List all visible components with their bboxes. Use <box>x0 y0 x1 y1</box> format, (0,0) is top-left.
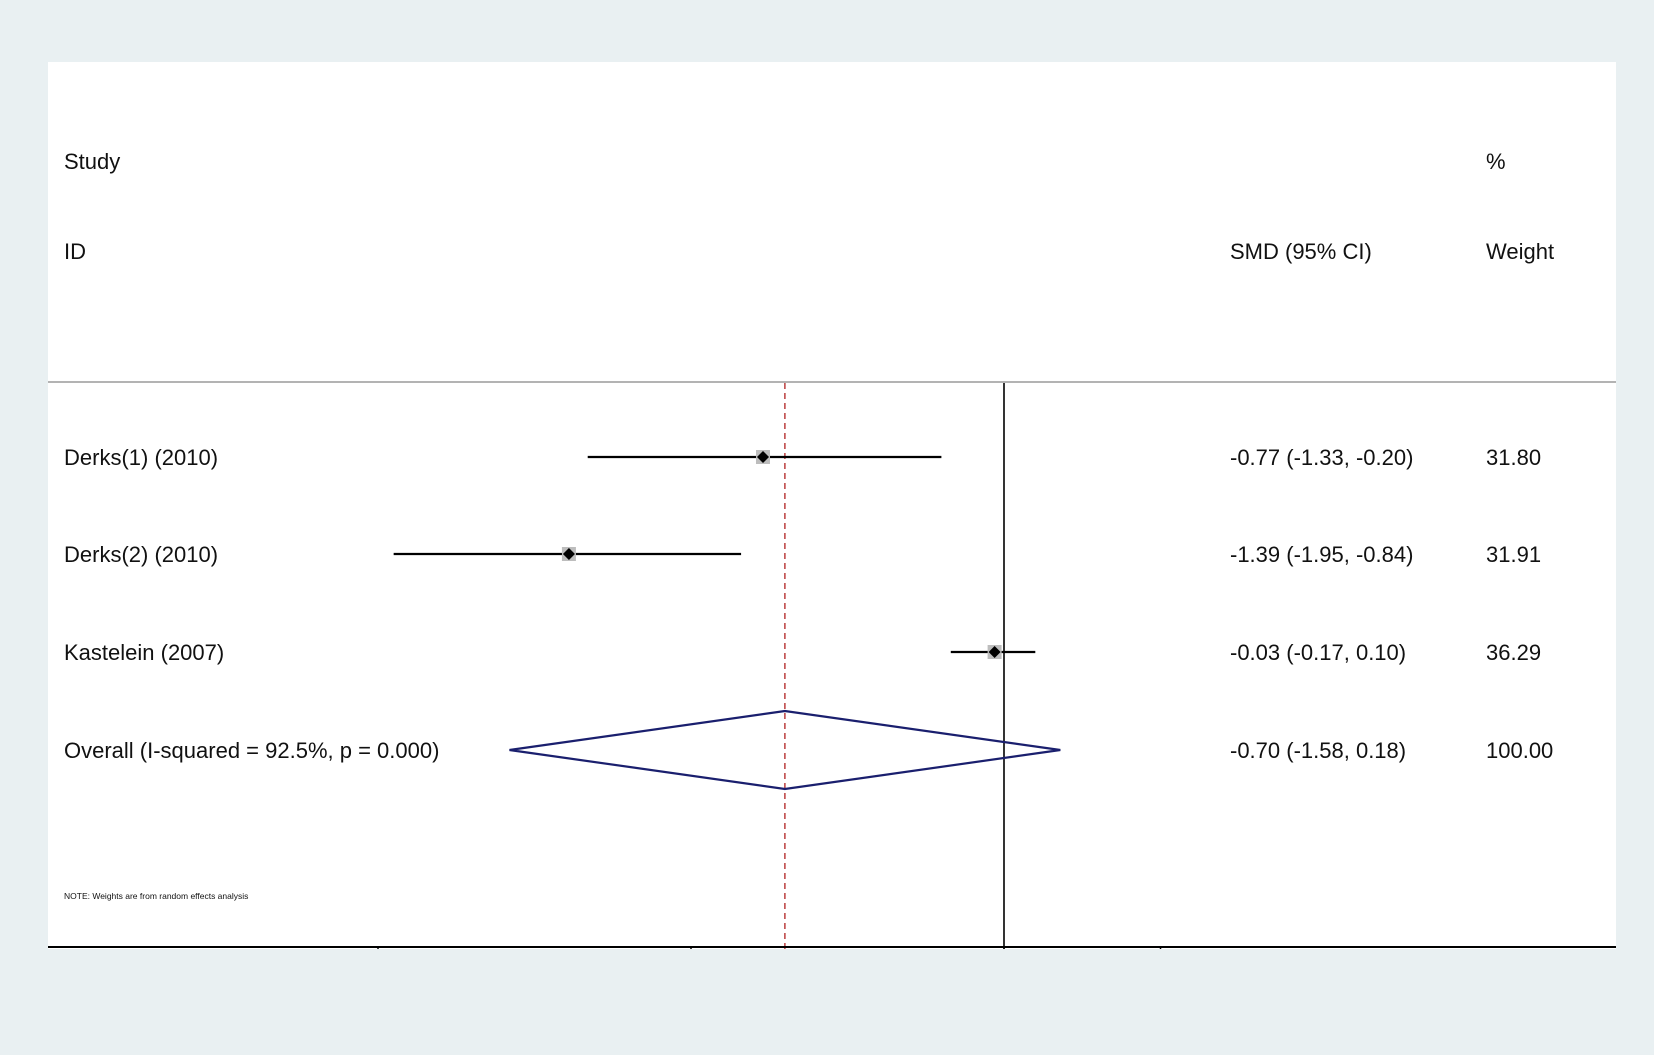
study-ci-text: -0.03 (-0.17, 0.10) <box>1230 640 1406 665</box>
plot-panel: Study ID SMD (95% CI) % Weight NOTE: Wei… <box>48 62 1616 949</box>
study-label: Derks(1) (2010) <box>64 445 218 470</box>
study-weight: 31.80 <box>1486 445 1541 470</box>
study-ci-text: -0.77 (-1.33, -0.20) <box>1230 445 1413 470</box>
study-point-estimate <box>756 451 769 463</box>
overall-label: Overall (I-squared = 92.5%, p = 0.000) <box>64 738 439 763</box>
study-point-estimate <box>562 548 575 560</box>
study-weight: 31.91 <box>1486 542 1541 567</box>
overall-weight: 100.00 <box>1486 738 1553 763</box>
study-label: Derks(2) (2010) <box>64 542 218 567</box>
overall-ci-text: -0.70 (-1.58, 0.18) <box>1230 738 1406 763</box>
header-id: ID <box>64 239 86 264</box>
study-ci-text: -1.39 (-1.95, -0.84) <box>1230 542 1413 567</box>
overall-diamond <box>509 709 1061 791</box>
study-weight: 36.29 <box>1486 640 1541 665</box>
header-effect: SMD (95% CI) <box>1230 239 1372 264</box>
forest-plot: Study ID SMD (95% CI) % Weight NOTE: Wei… <box>48 149 1616 949</box>
header-weight: Weight <box>1486 239 1554 264</box>
note-text: NOTE: Weights are from random effects an… <box>64 891 248 901</box>
header-study: Study <box>64 149 120 174</box>
study-label: Kastelein (2007) <box>64 640 224 665</box>
header-percent: % <box>1486 149 1506 174</box>
study-point-estimate <box>988 646 1001 658</box>
